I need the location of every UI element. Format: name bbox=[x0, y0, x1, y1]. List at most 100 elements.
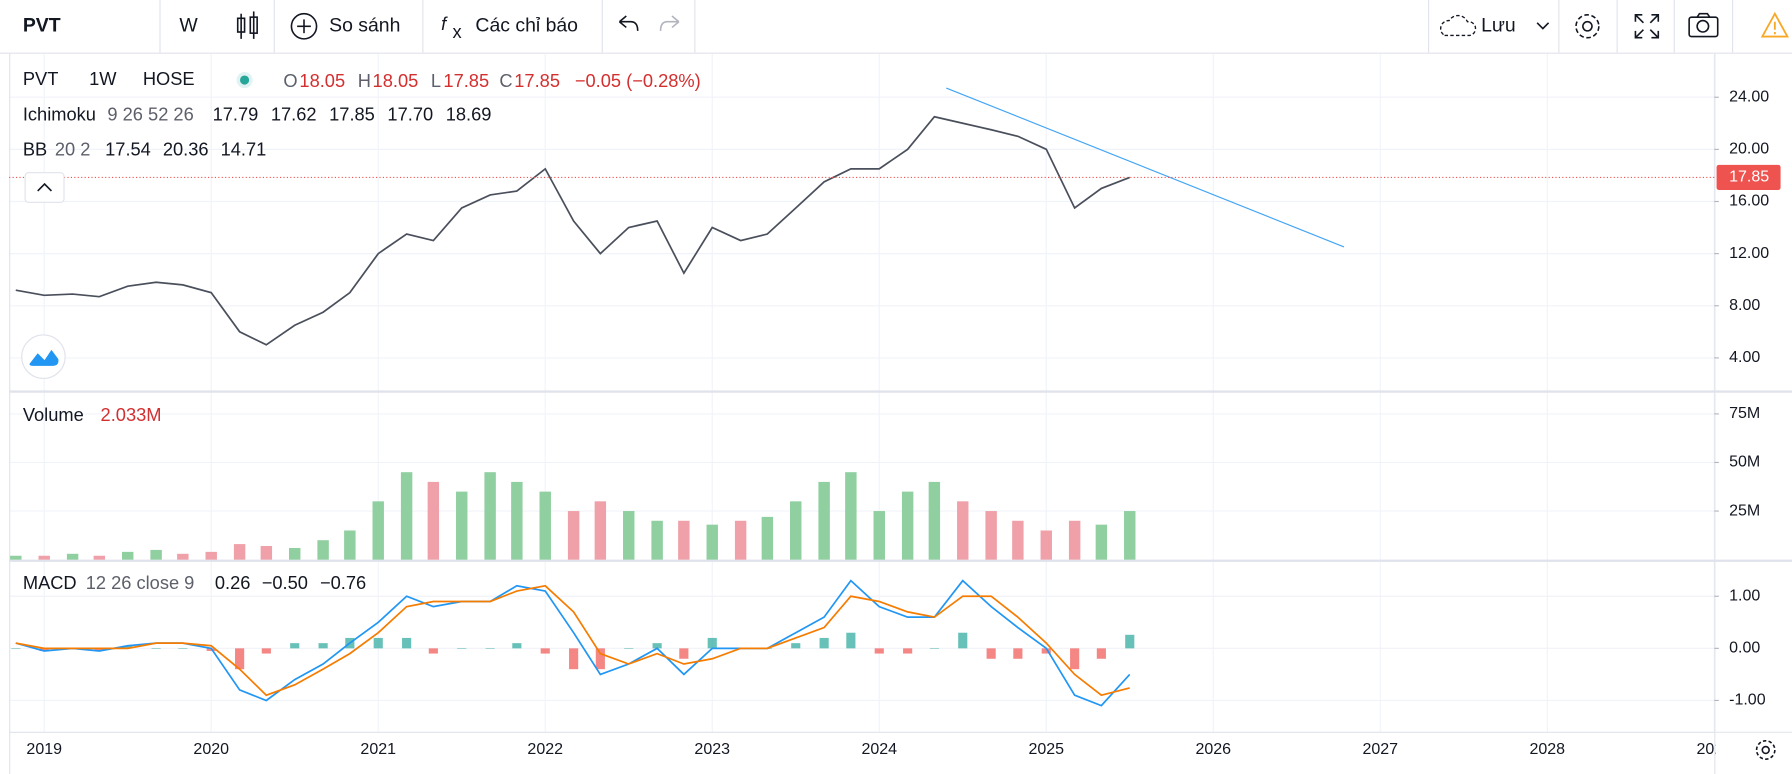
redo[interactable] bbox=[659, 15, 680, 31]
settings-button[interactable] bbox=[1575, 14, 1600, 39]
x-tick-label: 2027 bbox=[1362, 741, 1398, 758]
chart-type-button[interactable] bbox=[236, 11, 258, 39]
y-tick-label: 8.00 bbox=[1729, 297, 1760, 314]
volume-bar bbox=[10, 555, 22, 560]
price-line bbox=[15, 115, 1131, 346]
macd-histogram-bar bbox=[1013, 648, 1023, 659]
volume-bar bbox=[985, 511, 997, 560]
symbol-button[interactable]: PVT bbox=[23, 14, 61, 36]
change: −0.05 (−0.28%) bbox=[575, 70, 701, 91]
warning-icon[interactable] bbox=[1760, 11, 1789, 38]
grid bbox=[9, 53, 1715, 732]
volume-bar bbox=[1040, 530, 1052, 560]
volume-bar bbox=[567, 511, 580, 560]
toolbar-bg bbox=[0, 0, 1792, 53]
fx-icon[interactable]: f bbox=[441, 13, 448, 34]
axis-corner bbox=[1715, 732, 1792, 774]
interval-button[interactable]: W bbox=[179, 14, 198, 36]
macd-histogram-bar bbox=[39, 648, 49, 651]
macd-histogram-bar bbox=[11, 648, 21, 649]
x-tick-label: 2026 bbox=[1195, 741, 1231, 758]
volume-bar bbox=[456, 491, 468, 560]
logo-icon bbox=[29, 349, 59, 366]
x-tick-label: 2021 bbox=[360, 741, 396, 758]
market-status bbox=[240, 75, 250, 85]
volume-bar bbox=[957, 501, 969, 560]
signal-value: −0.76 bbox=[320, 572, 366, 593]
macd-histogram-bar bbox=[569, 648, 579, 670]
pane-title: Volume bbox=[23, 404, 84, 425]
indicator-params: 12 26 close 9 bbox=[86, 572, 195, 593]
macd-histogram-bar bbox=[373, 637, 383, 649]
macd-histogram-bar bbox=[1096, 648, 1106, 659]
ichimoku-value: 17.85 bbox=[329, 103, 375, 124]
volume-bar bbox=[484, 472, 496, 560]
volume-bar bbox=[1068, 520, 1081, 560]
volume-bar bbox=[790, 501, 802, 560]
ichimoku-value: 18.69 bbox=[446, 103, 492, 124]
macd-histogram-bar bbox=[819, 637, 829, 649]
volume-bar bbox=[372, 501, 384, 560]
fullscreen-button[interactable] bbox=[1634, 14, 1660, 39]
volume-bar bbox=[205, 551, 217, 560]
last-price-label: 17.85 bbox=[1729, 169, 1769, 186]
save-menu[interactable] bbox=[1536, 22, 1550, 30]
volume-bar bbox=[511, 481, 523, 560]
volume-bar bbox=[623, 511, 635, 560]
volume-bar bbox=[818, 481, 830, 560]
volume-bar bbox=[233, 544, 246, 560]
x-tick-label: 2022 bbox=[527, 741, 563, 758]
legend-interval: 1W bbox=[89, 68, 117, 89]
indicator-params: 20 2 bbox=[55, 139, 91, 160]
pane-title: MACD bbox=[23, 572, 77, 593]
volume-bar bbox=[260, 546, 273, 560]
collapse-button[interactable] bbox=[24, 172, 65, 203]
indicators-button[interactable]: Các chỉ báo bbox=[475, 14, 578, 36]
ohlc-value: 18.05 bbox=[299, 70, 345, 91]
macd-histogram-bar bbox=[929, 648, 939, 649]
y-tick-label: 1.00 bbox=[1729, 587, 1760, 604]
y-tick-label: 16.00 bbox=[1729, 193, 1769, 210]
snapshot-button[interactable] bbox=[1688, 12, 1719, 38]
x-tick-label: 2028 bbox=[1529, 741, 1565, 758]
compare-icon[interactable] bbox=[290, 12, 318, 40]
macd-histogram-bar bbox=[151, 648, 161, 649]
y-tick-label: 24.00 bbox=[1729, 88, 1769, 105]
legend-symbol: PVT bbox=[23, 68, 59, 89]
volume-bar bbox=[177, 553, 189, 560]
logo[interactable] bbox=[21, 334, 66, 379]
macd-histogram-bar bbox=[791, 643, 801, 649]
trend-line[interactable] bbox=[946, 87, 1345, 248]
indicator-name: BB bbox=[23, 139, 47, 160]
axis-settings[interactable] bbox=[1755, 740, 1776, 760]
undo[interactable] bbox=[618, 15, 639, 31]
macd-histogram-bar bbox=[707, 637, 717, 649]
x-tick-label: 2019 bbox=[26, 741, 62, 758]
macd-histogram-bar bbox=[986, 648, 996, 659]
x-tick-label: 2020 bbox=[193, 741, 229, 758]
y-tick-label: 12.00 bbox=[1729, 245, 1769, 262]
y-tick-label: 0.00 bbox=[1729, 640, 1760, 657]
macd-histogram-bar bbox=[679, 648, 689, 659]
compare-button[interactable]: So sánh bbox=[329, 14, 400, 36]
macd-histogram-bar bbox=[595, 648, 605, 670]
fx-icon[interactable]: x bbox=[453, 21, 462, 42]
macd-histogram-bar bbox=[540, 648, 550, 654]
macd-histogram-bar bbox=[903, 648, 913, 654]
volume-bar bbox=[122, 551, 134, 560]
save-button[interactable]: Lưu bbox=[1481, 14, 1516, 36]
macd-value: −0.50 bbox=[262, 572, 308, 593]
volume-bar bbox=[38, 555, 50, 560]
macd-histogram-bar bbox=[624, 648, 634, 649]
toolbar: PVT W So sánh f x Các chỉ báo Lưu bbox=[0, 0, 1792, 54]
collapse-icon bbox=[37, 182, 52, 192]
volume-bar bbox=[873, 511, 885, 560]
macd-histogram-bar bbox=[512, 643, 522, 649]
volume-bar bbox=[928, 481, 941, 560]
y-tick-label: 20.00 bbox=[1729, 141, 1769, 158]
volume-bar bbox=[678, 520, 690, 560]
indicator-name: Ichimoku bbox=[23, 103, 96, 124]
bb-value: 17.54 bbox=[105, 139, 151, 160]
y-tick-label: -1.00 bbox=[1729, 692, 1766, 709]
macd-histogram-bar bbox=[178, 648, 188, 649]
